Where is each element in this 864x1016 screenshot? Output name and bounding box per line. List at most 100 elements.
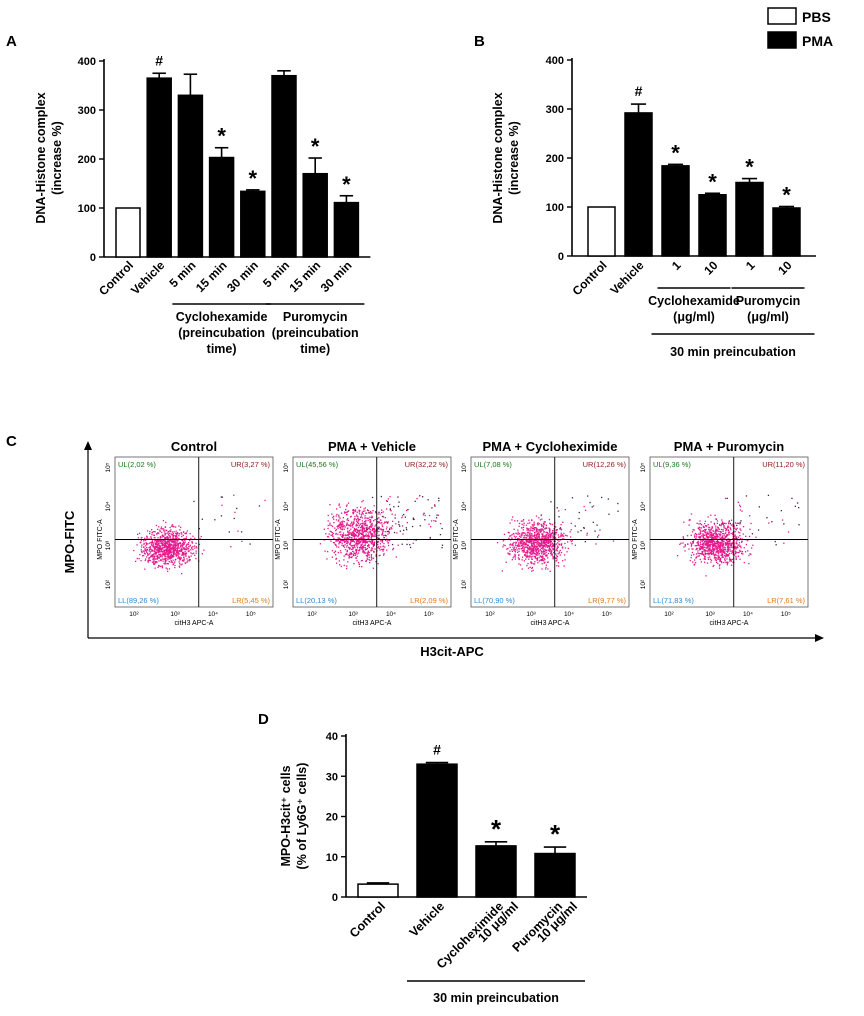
significance-marker-2: * [491, 814, 502, 844]
significance-marker-1: # [635, 83, 643, 99]
x-tick-label: 10³ [526, 611, 536, 618]
plot-title: PMA + Cycloheximide [483, 439, 618, 454]
group-label-0: Cyclohexamide [176, 310, 268, 324]
x-tick-label-4: 1 [743, 258, 758, 273]
y-axis-title: DNA-Histone complex [34, 92, 48, 223]
x-tick-label-3: 15 min [193, 258, 230, 295]
bar-0 [587, 206, 616, 257]
x-tick-label: 10⁵ [781, 611, 791, 618]
quadrant-ur: UR(12,26 %) [583, 460, 627, 469]
y-tick-label: 10³ [461, 540, 468, 550]
x-tick-label-2: 1 [669, 258, 684, 273]
bar-3 [208, 156, 235, 258]
plot-y-label: MPO FITC-A [632, 519, 639, 560]
quadrant-ur: UR(32,22 %) [405, 460, 449, 469]
x-tick-label: 10² [307, 611, 317, 618]
group-label-1: Puromycin [736, 294, 801, 308]
plot-title: Control [171, 439, 217, 454]
x-tick-label: 10³ [348, 611, 358, 618]
bar-1 [416, 763, 458, 898]
y-tick-label: 10 [326, 852, 338, 864]
legend-label-pma: PMA [802, 33, 833, 49]
x-tick-label-0: Control [347, 899, 388, 940]
group-label-0: Cyclohexamide [648, 294, 740, 308]
flow-plot-2: PMA + Cycloheximide UL(7,08 %) UR(12,26 %)… [453, 439, 630, 627]
bar-2 [661, 165, 690, 257]
x-tick-label: 10³ [170, 611, 180, 618]
flow-plot-3: PMA + Puromycin UL(9,36 %) UR(11,20 %) LL(7… [632, 439, 809, 627]
plot-title: PMA + Vehicle [328, 439, 416, 454]
significance-marker-5: * [782, 183, 791, 208]
bar-5 [772, 207, 801, 257]
group-label-0: (μg/ml) [673, 310, 715, 324]
panel-letter-a: A [6, 33, 17, 50]
bar-3 [698, 194, 727, 257]
group-label-1: time) [300, 342, 330, 356]
quadrant-lr: LR(2,09 %) [410, 596, 448, 605]
plot-title: PMA + Puromycin [674, 439, 784, 454]
bar-1 [146, 77, 172, 258]
x-tick-label-7: 30 min [318, 258, 355, 295]
x-tick-label: 10⁵ [424, 611, 434, 618]
x-tick-label-6: 15 min [287, 258, 324, 295]
significance-marker-4: * [745, 155, 754, 180]
y-axis-title: (% of Ly6G⁺ cells) [295, 763, 309, 870]
legend: PBS PMA [767, 7, 833, 49]
x-tick-label: 10³ [705, 611, 715, 618]
panel-letter-b: B [474, 33, 485, 50]
y-tick-label: 0 [90, 252, 96, 264]
y-axis-title: MPO-FITC [62, 510, 77, 573]
panel-a: A 0 100 200 300 400 DNA-Histone complex (incre… [6, 33, 371, 356]
panel-d: D 0 10 20 30 40 MPO-H3cit⁺ cells (% of Ly6G⁺ c… [258, 711, 587, 1005]
plot-x-label: citH3 APC-A [531, 620, 570, 627]
panel-letter-d: D [258, 711, 269, 728]
bar-4 [240, 190, 266, 258]
y-tick-label: 10⁵ [640, 462, 647, 472]
y-tick-label: 10⁴ [105, 501, 112, 511]
x-tick-label: 10⁴ [564, 611, 574, 618]
group-label-1: Puromycin [283, 310, 348, 324]
panel-c: C H3cit-APC MPO-FITC Control UL(2,02 %) UR(3… [6, 433, 824, 659]
bar-3 [534, 852, 576, 898]
x-tick-label-4: 30 min [224, 258, 261, 295]
y-tick-label: 30 [326, 771, 338, 783]
group-label-1: (preincubation [272, 326, 359, 340]
bar-0 [115, 207, 141, 258]
x-tick-label: 10² [129, 611, 139, 618]
y-tick-label: 100 [546, 202, 564, 214]
bar-2 [177, 94, 204, 258]
y-tick-label: 10⁵ [105, 462, 112, 472]
quadrant-lr: LR(7,61 %) [767, 596, 805, 605]
x-tick-label: 10⁴ [208, 611, 218, 618]
quadrant-ul: UL(7,08 %) [474, 460, 512, 469]
group-label-0: time) [207, 342, 237, 356]
y-axis-title: DNA-Histone complex [491, 92, 505, 223]
bar-4 [735, 181, 764, 257]
bar-2 [475, 845, 517, 898]
flow-plot-0: Control UL(2,02 %) UR(3,27 %) LL(89,26 %) LR… [97, 439, 274, 627]
x-tick-label-5: 10 [775, 258, 795, 278]
y-tick-label: 200 [78, 154, 96, 166]
bar-0 [357, 883, 399, 898]
y-tick-label: 10³ [640, 540, 647, 550]
y-tick-label: 20 [326, 812, 338, 824]
x-tick-label: 10² [485, 611, 495, 618]
group-label-0: (preincubation [178, 326, 265, 340]
significance-marker-7: * [342, 172, 351, 197]
significance-marker-4: * [249, 166, 258, 191]
quadrant-ur: UR(3,27 %) [231, 460, 271, 469]
y-tick-label: 0 [558, 251, 564, 263]
y-tick-label: 10⁵ [283, 462, 290, 472]
y-tick-label: 300 [78, 105, 96, 117]
bar-6 [302, 172, 328, 258]
plot-x-label: citH3 APC-A [175, 620, 214, 627]
legend-label-pbs: PBS [802, 9, 831, 25]
outer-x-arrow [815, 634, 824, 642]
plot-frame [292, 456, 452, 608]
legend-swatch-pbs [767, 7, 797, 25]
y-tick-label: 10⁵ [461, 462, 468, 472]
event-dots [676, 494, 800, 577]
plot-x-label: citH3 APC-A [710, 620, 749, 627]
y-axis-title: MPO-H3cit⁺ cells [279, 765, 293, 866]
